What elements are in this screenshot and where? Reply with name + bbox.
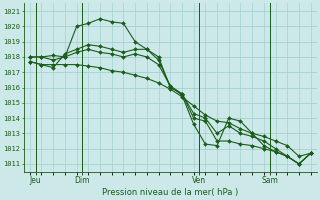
X-axis label: Pression niveau de la mer( hPa ): Pression niveau de la mer( hPa ) (102, 188, 238, 197)
